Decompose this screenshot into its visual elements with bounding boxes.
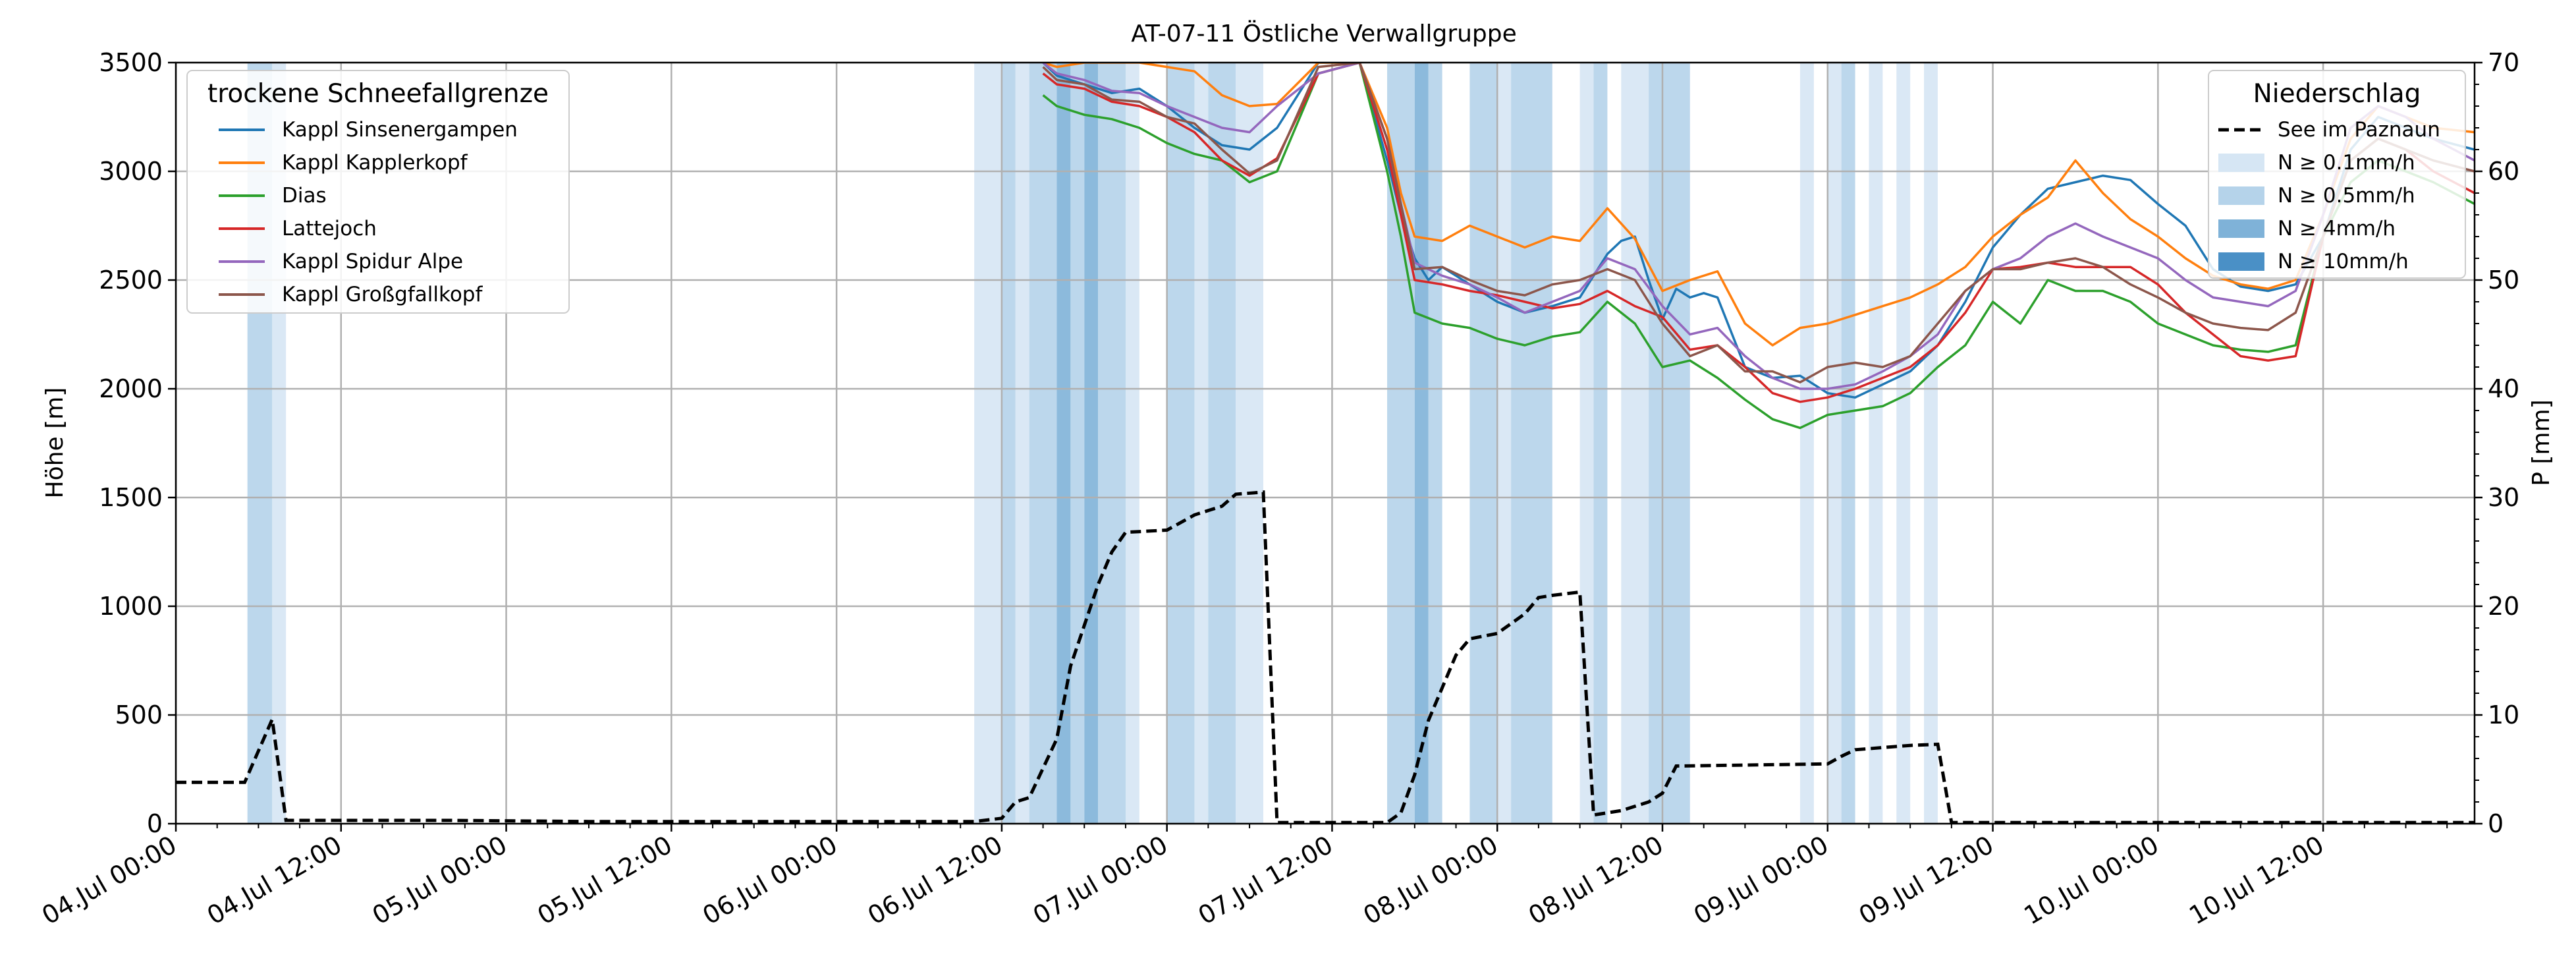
legend-label: Dias (282, 184, 327, 208)
y-tick-label: 0 (147, 809, 163, 838)
precip-band (1236, 63, 1263, 824)
legend-label: Kappl Spidur Alpe (282, 250, 463, 273)
y-tick-label: 2500 (99, 266, 163, 295)
y2-tick-label: 60 (2488, 157, 2519, 186)
legend-band-swatch (2218, 219, 2264, 238)
chart-title: AT-07-11 Östliche Verwallgruppe (1131, 20, 1517, 47)
precip-band (1084, 63, 1099, 824)
precip-band (1593, 63, 1608, 824)
precip-band (1896, 63, 1911, 824)
precip-band (1924, 63, 1938, 824)
y-tick-label: 2000 (99, 374, 163, 403)
precip-band (1841, 63, 1855, 824)
legend-band-label: N ≥ 0.5mm/h (2278, 184, 2415, 208)
series-line (1042, 63, 2475, 390)
precip-band (1428, 63, 1442, 824)
precip-band (1469, 63, 1498, 824)
series-line (1042, 63, 2475, 430)
legend-band-label: N ≥ 0.1mm/h (2278, 151, 2415, 175)
precip-band (1621, 63, 1649, 824)
legend-snowline-box (186, 70, 570, 314)
precip-band (1869, 63, 1883, 824)
legend-band-label: N ≥ 4mm/h (2278, 217, 2396, 241)
legend-precipitation: Niederschlag See im Paznaun N ≥ 0.1mm/hN… (2208, 70, 2466, 279)
y-tick-label: 3500 (99, 48, 163, 77)
y-tick-label: 500 (115, 700, 163, 729)
precip-line (176, 490, 2475, 824)
y-tick-label: 1000 (99, 592, 163, 621)
precip-band (1827, 63, 1842, 824)
legend-label: Kappl Kapplerkopf (282, 151, 468, 175)
y2-tick-label: 0 (2488, 809, 2504, 838)
legend-label: Kappl Sinsenergampen (282, 118, 518, 142)
y2-axis-label: P [mm] (2528, 399, 2555, 486)
series-line (1042, 63, 2475, 399)
precip-band (1125, 63, 1139, 824)
legend-snowline-items: Kappl Sinsenergampen Kappl Kapplerkopf Dia… (219, 118, 518, 306)
precip-band (1194, 63, 1209, 824)
legend-label: Lattejoch (282, 217, 377, 241)
precip-band (1029, 63, 1057, 824)
precip-band (1497, 63, 1512, 824)
precip-band (1070, 63, 1085, 824)
plot-frame (175, 61, 2476, 825)
legend-precipitation-title: Niederschlag (2253, 79, 2421, 109)
legend-precipitation-box (2208, 70, 2466, 279)
legend-band-swatch (2218, 186, 2264, 205)
y2-tick-label: 50 (2488, 266, 2519, 295)
y2-tick-label: 10 (2488, 700, 2519, 729)
y-tick-label: 1500 (99, 483, 163, 512)
y2-tick-label: 20 (2488, 592, 2519, 621)
legend-precip-line-label: See im Paznaun (2278, 118, 2440, 142)
legend-label: Kappl Großgfallkopf (282, 283, 483, 306)
y-axis-label: Höhe [m] (41, 387, 69, 499)
precip-band (1799, 63, 1814, 824)
legend-precipitation-items: N ≥ 0.1mm/h N ≥ 0.5mm/h N ≥ 4mm/h N ≥ 10mm/… (2218, 151, 2415, 273)
legend-band-swatch (2218, 154, 2264, 172)
precip-band (1015, 63, 1029, 824)
precip-band (1662, 63, 1690, 824)
precip-band (1511, 63, 1552, 824)
precip-band (1649, 63, 1663, 824)
precip-band (1166, 63, 1195, 824)
precip-band (974, 63, 1002, 824)
legend-band-swatch (2218, 252, 2264, 271)
precip-band (1414, 63, 1429, 824)
precip-band (1001, 63, 1016, 824)
series-line (1042, 63, 2475, 384)
y2-tick-label: 70 (2488, 48, 2519, 77)
legend-snowline-title: trockene Schneefallgrenze (207, 79, 549, 109)
precip-band (1208, 63, 1236, 824)
precip-band (1056, 63, 1071, 824)
legend-snowline: trockene Schneefallgrenze Kappl Sinsener… (186, 70, 570, 314)
y2-tick-label: 40 (2488, 374, 2519, 403)
precip-band (1098, 63, 1126, 824)
legend-band-label: N ≥ 10mm/h (2278, 250, 2409, 273)
y2-tick-label: 30 (2488, 483, 2519, 512)
precipitation-series (176, 490, 2475, 824)
y-tick-label: 3000 (99, 157, 163, 186)
